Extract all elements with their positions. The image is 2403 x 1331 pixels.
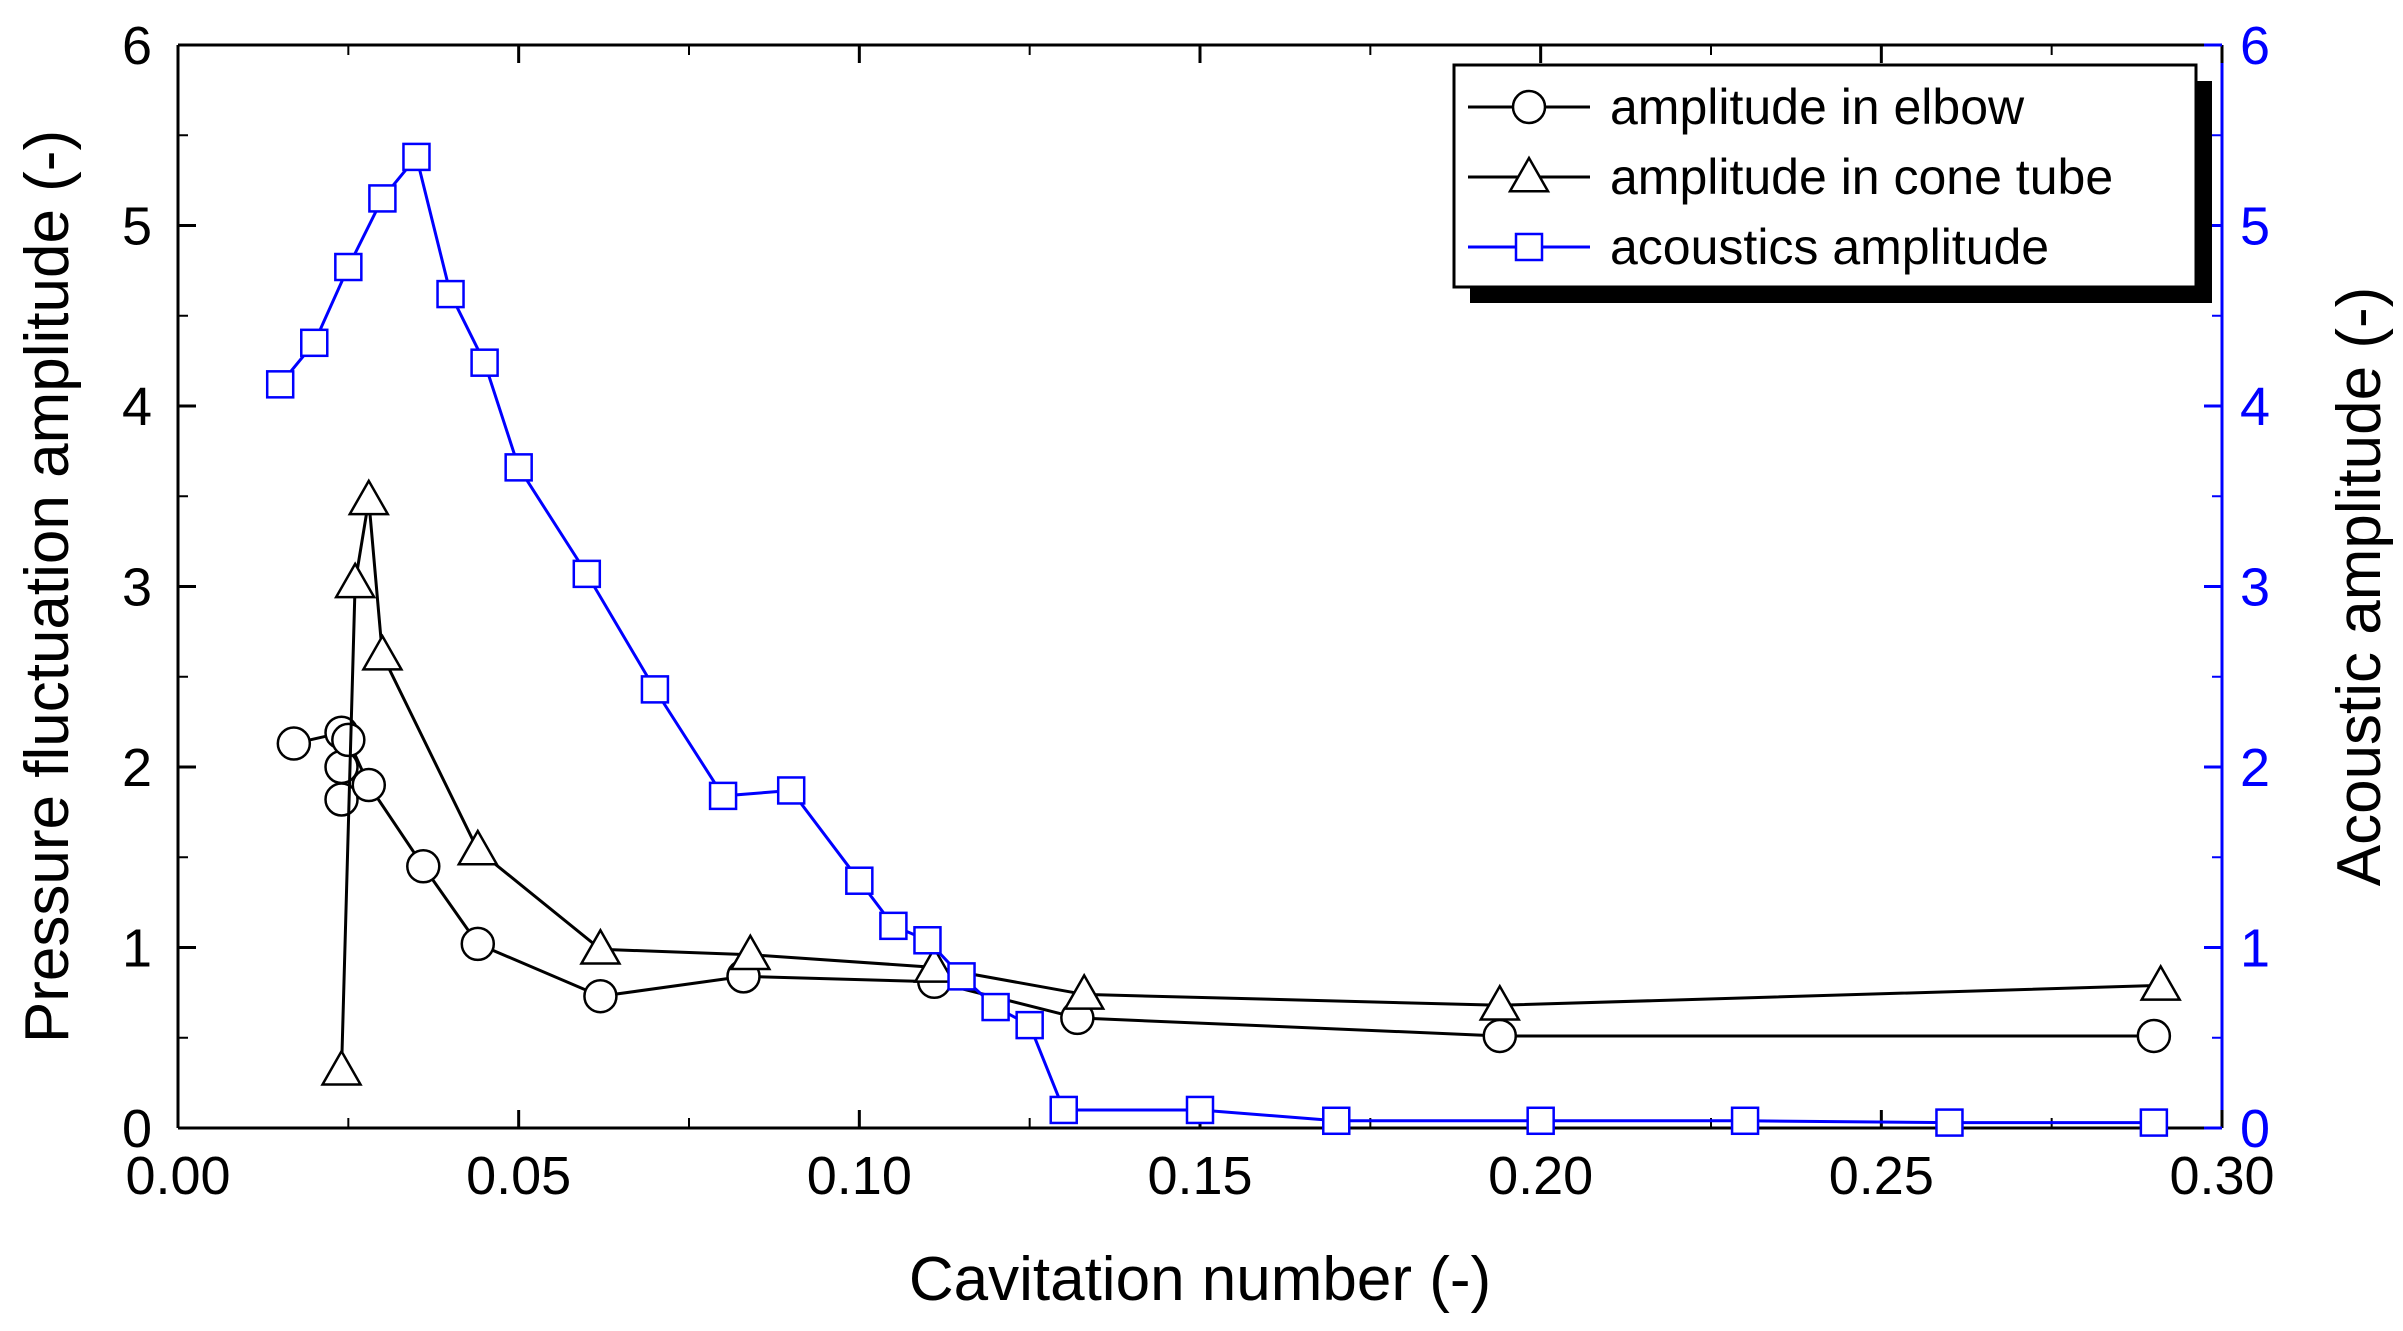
x-tick-label: 0.00 xyxy=(125,1146,230,1206)
x-axis-title: Cavitation number (-) xyxy=(909,1245,1491,1314)
data-point xyxy=(2139,1108,2169,1137)
data-point xyxy=(406,849,441,884)
legend-marker xyxy=(1511,89,1547,125)
data-point xyxy=(334,252,363,282)
data-point xyxy=(913,926,942,955)
legend-label: amplitude in cone tube xyxy=(1610,149,2113,205)
right-y-tick-label: 4 xyxy=(2240,377,2270,437)
data-point xyxy=(2136,1018,2172,1054)
data-point xyxy=(1322,1106,1351,1136)
x-tick-label: 0.20 xyxy=(1488,1146,1593,1206)
data-point xyxy=(879,911,908,941)
data-point xyxy=(1015,1010,1044,1040)
x-tick-label: 0.30 xyxy=(2169,1146,2274,1206)
data-point xyxy=(572,559,602,589)
right-y-tick-label: 1 xyxy=(2240,919,2270,979)
data-point xyxy=(640,675,670,704)
left-y-axis-title: Pressure fluctuation amplitude (-) xyxy=(13,130,82,1043)
series-square xyxy=(265,142,2169,1137)
data-point xyxy=(333,561,377,599)
data-point xyxy=(368,184,397,213)
series-line xyxy=(340,499,2161,1071)
data-point xyxy=(1049,1095,1078,1125)
series-triangle xyxy=(320,478,2182,1086)
data-point xyxy=(913,945,956,983)
data-point xyxy=(347,478,390,516)
left-y-tick-label: 1 xyxy=(122,919,152,979)
axes-layer: 0.00 0.05 0.10 0.15 0.20 0.25 0.30012345601234… xyxy=(13,16,2394,1314)
left-y-tick-label: 2 xyxy=(122,738,152,798)
data-point xyxy=(402,142,431,172)
legend-marker xyxy=(1507,155,1551,193)
series-line xyxy=(293,730,2154,1038)
data-point xyxy=(276,726,312,761)
x-tick-label: 0.25 xyxy=(1829,1146,1934,1206)
data-point xyxy=(729,933,772,971)
data-point xyxy=(1482,1018,1518,1054)
data-point xyxy=(2139,963,2182,1001)
data-point xyxy=(1063,972,1106,1010)
right-y-tick-label: 0 xyxy=(2240,1099,2270,1159)
left-y-tick-label: 3 xyxy=(122,558,152,618)
right-y-tick-label: 6 xyxy=(2240,16,2270,76)
data-point xyxy=(361,633,404,671)
data-point xyxy=(947,962,976,991)
right-y-axis-title: Acoustic amplitude (-) xyxy=(2325,287,2394,887)
data-point xyxy=(456,828,499,866)
x-tick-label: 0.10 xyxy=(807,1146,912,1206)
data-point xyxy=(300,328,329,358)
left-y-tick-label: 5 xyxy=(122,197,152,257)
data-point xyxy=(708,781,738,811)
data-point xyxy=(583,978,618,1014)
data-point xyxy=(320,1048,363,1086)
right-y-tick-label: 2 xyxy=(2240,738,2270,798)
data-point xyxy=(1730,1106,1760,1136)
series-circle xyxy=(276,715,2172,1054)
data-point xyxy=(460,926,496,962)
data-point xyxy=(1935,1108,1964,1137)
data-point xyxy=(436,279,465,309)
left-y-tick-label: 4 xyxy=(122,377,152,437)
x-tick-label: 0.15 xyxy=(1147,1146,1252,1206)
legend: amplitude in elbow amplitude in cone tube… xyxy=(1452,63,2212,303)
data-point xyxy=(504,453,533,482)
data-point xyxy=(845,866,874,895)
data-point xyxy=(265,370,295,399)
right-y-tick-label: 3 xyxy=(2240,558,2270,618)
data-point xyxy=(579,927,622,965)
left-y-tick-label: 6 xyxy=(122,16,152,76)
data-point xyxy=(470,348,499,377)
x-tick-label: 0.05 xyxy=(466,1146,571,1206)
series-layer xyxy=(265,142,2182,1137)
data-point xyxy=(776,776,806,805)
legend-label: acoustics amplitude xyxy=(1610,219,2049,275)
left-y-tick-label: 0 xyxy=(122,1099,152,1159)
data-point xyxy=(981,992,1010,1022)
right-y-tick-label: 5 xyxy=(2240,197,2270,257)
data-point xyxy=(331,722,366,758)
legend-label: amplitude in elbow xyxy=(1610,79,2025,135)
data-point xyxy=(1526,1106,1555,1136)
legend-marker xyxy=(1514,232,1544,262)
data-point xyxy=(351,767,387,803)
data-point xyxy=(1185,1095,1215,1125)
data-point xyxy=(1478,983,1521,1021)
